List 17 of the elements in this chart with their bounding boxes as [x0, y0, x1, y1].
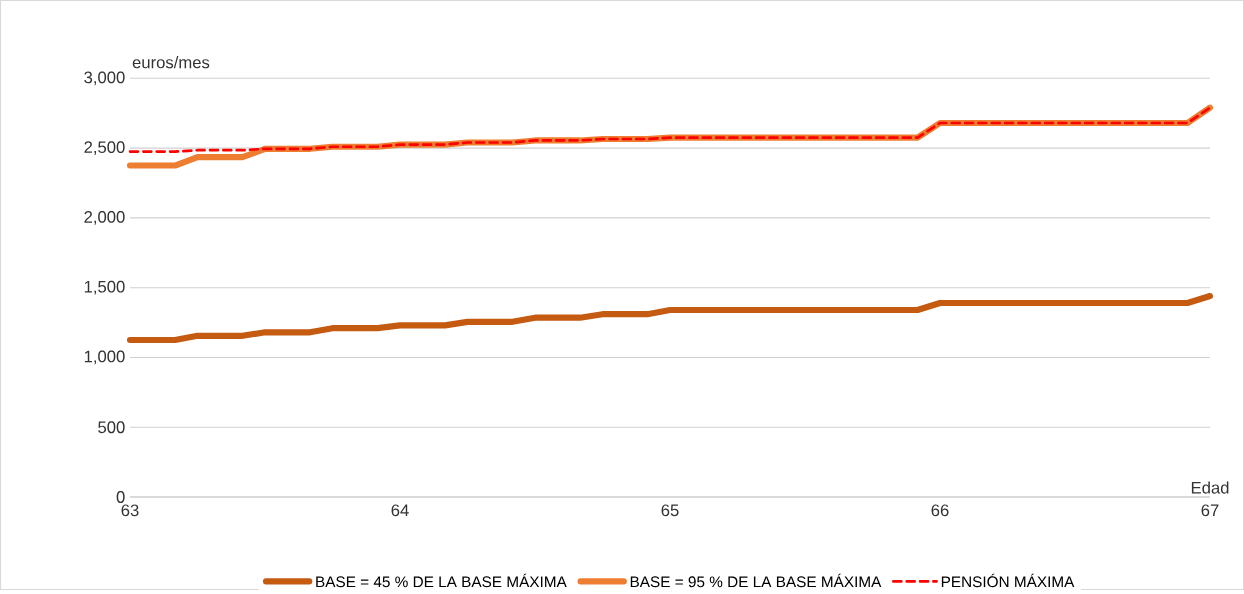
y-tick-label: 1,000: [84, 350, 125, 365]
x-tick-label: 67: [1201, 504, 1219, 516]
x-tick-label: 63: [121, 504, 139, 516]
x-tick-label: 65: [661, 504, 679, 516]
y-tick-label: 0: [116, 490, 125, 503]
legend-label: BASE = 95 % DE LA BASE MÁXIMA: [630, 573, 882, 588]
x-tick-label: 66: [931, 504, 949, 516]
x-tick-label: 64: [391, 504, 409, 516]
legend-label: PENSIÓN MÁXIMA: [941, 573, 1075, 588]
x-axis-title: Edad: [1191, 481, 1229, 494]
y-tick-label: 1,500: [84, 280, 125, 295]
y-axis-title: euros/mes: [132, 55, 210, 69]
y-tick-label: 3,000: [84, 71, 125, 86]
y-tick-label: 500: [98, 421, 125, 433]
y-tick-label: 2,500: [84, 141, 125, 155]
y-tick-label: 2,000: [84, 210, 125, 225]
legend-label: BASE = 45 % DE LA BASE MÁXIMA: [316, 573, 567, 588]
